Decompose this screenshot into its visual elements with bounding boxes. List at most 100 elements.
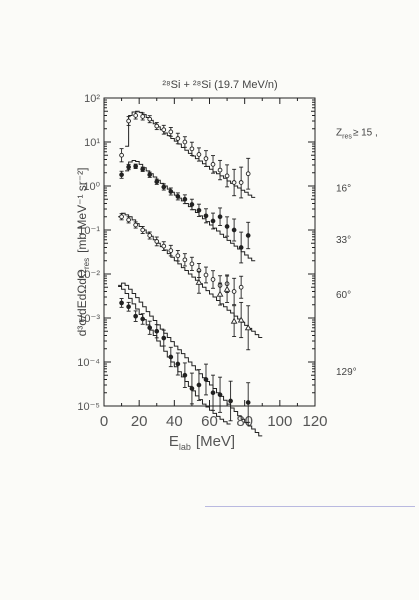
- data-point: [140, 227, 146, 233]
- tick-marks: [104, 98, 315, 406]
- data-point: [147, 172, 153, 178]
- data-point: [175, 136, 181, 141]
- data-point: [133, 163, 138, 169]
- x-tick-label: 100: [267, 413, 292, 430]
- data-point: [133, 313, 138, 319]
- data-point: [161, 127, 167, 133]
- data-point: [203, 156, 209, 161]
- series-label: 16°: [336, 183, 351, 194]
- data-point: [203, 272, 209, 278]
- data-point: [203, 377, 209, 382]
- data-point: [217, 214, 223, 220]
- data-point: [230, 317, 238, 324]
- y-tick-labels: 10² 10¹ 10⁰ 10⁻¹ 10⁻² 10⁻³ 10⁻⁴ 10⁻⁵: [77, 93, 100, 413]
- series-label: 60°: [336, 290, 351, 301]
- series-labels: Zres≥ 15 , 16° 33° 60° 129°: [336, 127, 378, 378]
- data-point: [119, 172, 124, 178]
- data-point: [154, 179, 160, 185]
- y-tick-label: 10⁻³: [78, 313, 100, 325]
- y-tick-label: 10¹: [84, 137, 100, 149]
- y-tick-label: 10⁻²: [78, 269, 100, 281]
- page-stripe: [205, 506, 415, 507]
- data-point: [147, 116, 153, 122]
- data-point: [126, 304, 131, 310]
- data-point: [182, 139, 188, 145]
- data-point: [196, 207, 202, 213]
- series-label: 33°: [336, 235, 351, 246]
- x-axis-label-sub: lab: [179, 442, 191, 452]
- data-point: [195, 278, 203, 285]
- y-tick-label: 10²: [84, 93, 100, 105]
- data-point: [231, 227, 237, 233]
- data-point: [182, 196, 188, 202]
- data-point: [196, 382, 202, 388]
- data-point: [161, 335, 167, 341]
- model-curve-1: [125, 159, 256, 262]
- y-tick-label: 10⁻⁵: [77, 401, 100, 413]
- data-point: [182, 372, 188, 378]
- data-point: [140, 166, 146, 172]
- y-tick-label: 10⁰: [83, 181, 100, 193]
- data-point: [154, 239, 160, 244]
- data-point: [238, 284, 244, 290]
- data-point: [154, 328, 160, 334]
- x-tick-label: 0: [100, 413, 108, 430]
- data-point: [133, 222, 138, 228]
- y-axis-label-sub: res: [82, 258, 91, 269]
- data-point: [126, 217, 131, 223]
- data-point: [223, 285, 231, 292]
- svg-text:Elab[MeV]: Elab [MeV]: [169, 433, 235, 452]
- data-point: [119, 300, 124, 306]
- data-point: [189, 386, 195, 391]
- model-curve-3: [118, 282, 263, 437]
- data-point: [119, 152, 124, 158]
- data-point: [231, 289, 237, 294]
- data-point: [210, 218, 216, 224]
- data-point: [217, 167, 223, 173]
- data-point: [140, 114, 146, 119]
- data-point: [203, 213, 209, 219]
- x-tick-label: 20: [131, 413, 148, 430]
- data-point: [210, 390, 216, 396]
- data-point: [237, 316, 245, 323]
- data-point: [228, 398, 233, 404]
- data-point: [161, 243, 167, 249]
- x-tick-labels: 0 20 40 60 80 100 120: [100, 413, 328, 430]
- x-tick-label: 120: [302, 413, 327, 430]
- data-point: [238, 245, 244, 250]
- y-axis-label-main: d³σ/dEdΩdΩ: [75, 269, 89, 336]
- data-point: [245, 400, 251, 405]
- x-tick-label: 40: [166, 413, 183, 430]
- plot-frame: [103, 97, 316, 407]
- x-axis-label: Elab [MeV]: [169, 433, 235, 452]
- data-point: [147, 325, 153, 331]
- x-tick-label: 60: [201, 413, 218, 430]
- data-point: [168, 189, 174, 194]
- data-point: [244, 324, 252, 331]
- data-point: [161, 184, 167, 190]
- model-curve-0: [125, 110, 256, 198]
- svg-text:d³σ/dEdΩdΩres[mb MeV⁻¹ sr⁻²]: d³σ/dEdΩdΩres [mb MeV⁻¹ sr⁻²]: [75, 168, 91, 337]
- data-point: [168, 129, 174, 135]
- data-point: [126, 164, 131, 170]
- data-points: [119, 111, 252, 423]
- y-axis-label: d³σ/dEdΩdΩres [mb MeV⁻¹ sr⁻²]: [75, 168, 91, 337]
- data-point: [168, 248, 174, 253]
- data-point: [210, 162, 216, 167]
- series-label: Zres≥ 15 ,: [336, 127, 378, 140]
- data-point: [175, 194, 181, 199]
- data-point: [175, 361, 181, 367]
- data-point: [189, 202, 195, 207]
- data-point: [147, 233, 153, 238]
- series-label: 129°: [336, 367, 357, 378]
- data-point: [245, 233, 251, 238]
- data-point: [231, 180, 237, 185]
- data-point: [175, 253, 181, 259]
- data-point: [245, 171, 251, 177]
- x-axis-label-unit: [MeV]: [196, 433, 235, 450]
- x-axis-label-main: E: [169, 433, 179, 450]
- data-point: [119, 214, 124, 220]
- data-point: [182, 257, 188, 263]
- data-point: [224, 173, 230, 179]
